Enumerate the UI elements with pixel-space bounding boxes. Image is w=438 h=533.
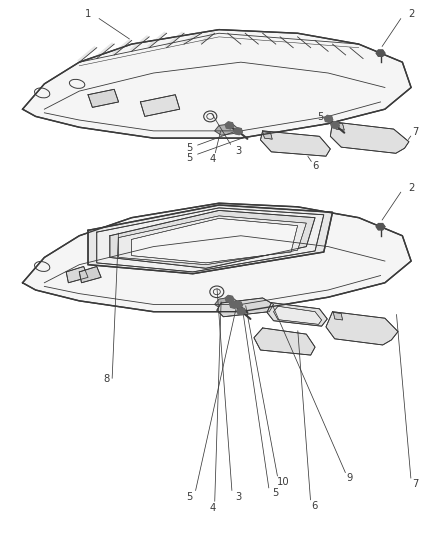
Polygon shape [215,124,239,135]
Polygon shape [267,303,327,326]
Text: 2: 2 [408,9,414,19]
Polygon shape [66,266,88,283]
Polygon shape [297,37,313,50]
Polygon shape [77,46,97,62]
Polygon shape [261,131,330,156]
Polygon shape [182,31,201,44]
Polygon shape [225,122,233,129]
Polygon shape [147,31,166,48]
Text: 5: 5 [186,492,192,502]
Polygon shape [88,205,332,274]
Polygon shape [274,306,321,325]
Text: 8: 8 [103,374,110,384]
Polygon shape [22,30,411,138]
Polygon shape [79,266,101,283]
Polygon shape [333,312,343,320]
Polygon shape [119,216,306,265]
Text: 10: 10 [277,477,290,487]
Text: 1: 1 [85,10,91,19]
Polygon shape [97,208,324,272]
Polygon shape [280,37,295,50]
Polygon shape [234,301,242,308]
Polygon shape [237,308,245,315]
Text: 5: 5 [186,154,192,163]
Polygon shape [112,39,132,55]
Polygon shape [215,297,239,309]
Polygon shape [332,44,348,56]
Polygon shape [330,122,409,154]
Polygon shape [254,328,315,355]
Text: 7: 7 [412,479,419,489]
Text: 6: 6 [311,501,318,511]
Polygon shape [326,312,398,345]
Polygon shape [225,295,233,302]
Polygon shape [263,33,278,46]
Polygon shape [331,122,339,128]
Text: 2: 2 [408,183,414,192]
Text: 4: 4 [209,154,215,164]
Polygon shape [141,95,180,116]
Polygon shape [228,33,243,46]
Text: 4: 4 [209,503,215,513]
Polygon shape [234,128,242,135]
Text: 5: 5 [272,488,278,498]
Polygon shape [199,31,215,44]
Polygon shape [230,301,238,308]
Polygon shape [335,123,344,130]
Polygon shape [245,33,261,46]
Polygon shape [132,219,297,263]
Text: 7: 7 [412,127,419,136]
Text: 3: 3 [236,146,242,156]
Polygon shape [110,211,315,268]
Text: 9: 9 [347,473,353,483]
Text: 6: 6 [313,161,319,171]
Text: 5: 5 [318,112,324,122]
Polygon shape [315,41,330,53]
Polygon shape [217,298,274,317]
Polygon shape [88,90,119,107]
Polygon shape [164,31,184,48]
Text: 5: 5 [186,143,192,154]
Polygon shape [376,223,385,230]
Polygon shape [324,115,333,123]
Polygon shape [22,203,411,312]
Polygon shape [95,42,114,59]
Text: 3: 3 [236,492,242,502]
Polygon shape [376,50,385,56]
Polygon shape [130,35,149,51]
Polygon shape [350,48,365,60]
Polygon shape [263,132,272,139]
